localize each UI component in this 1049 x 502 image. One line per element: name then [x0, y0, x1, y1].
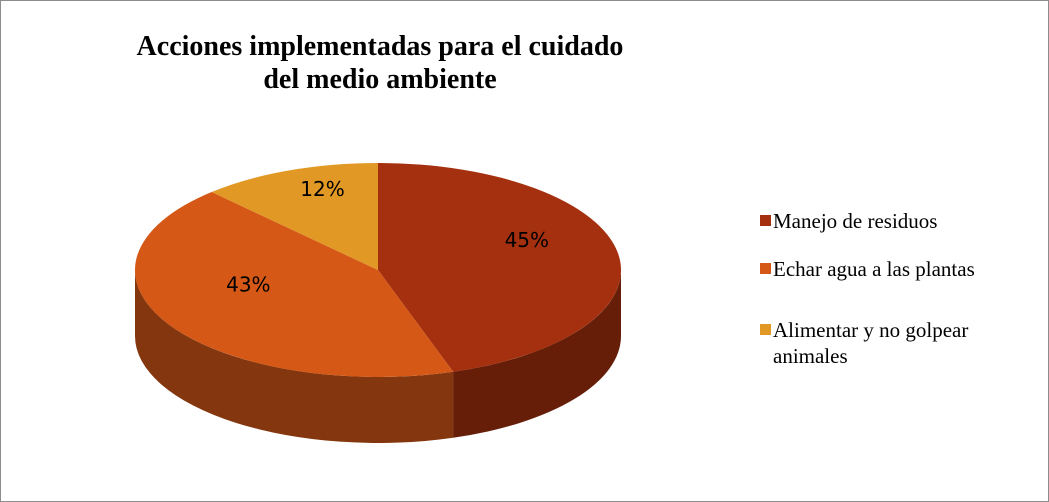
data-label: 45% — [505, 228, 549, 252]
legend-swatch — [760, 324, 771, 335]
slice — [378, 163, 621, 372]
slice — [211, 163, 378, 270]
legend-item: Echar agua a las plantas — [760, 256, 1040, 282]
data-label: 12% — [300, 177, 344, 201]
chart-title: Acciones implementadas para el cuidado d… — [136, 31, 624, 95]
legend-label: Manejo de residuos — [773, 209, 938, 233]
slice — [134, 192, 454, 378]
legend-swatch — [760, 215, 771, 226]
legend-swatch — [760, 263, 771, 274]
legend-item: Alimentar y no golpear animales — [760, 317, 1040, 369]
slice-side — [135, 270, 454, 444]
legend-item: Manejo de residuos — [760, 208, 1040, 234]
legend-label: Echar agua a las plantas — [773, 257, 975, 281]
legend-label: Alimentar y no golpear animales — [773, 318, 969, 368]
slice-side — [453, 270, 621, 438]
data-label: 43% — [226, 272, 270, 296]
